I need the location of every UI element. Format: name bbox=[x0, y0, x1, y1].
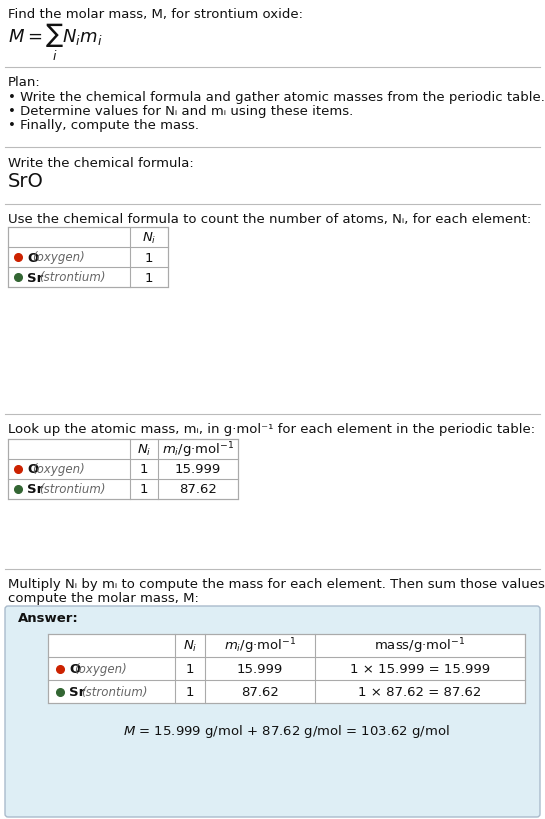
Text: $m_i$/g·mol$^{-1}$: $m_i$/g·mol$^{-1}$ bbox=[162, 440, 234, 459]
Text: O: O bbox=[27, 251, 38, 265]
Text: $N_i$: $N_i$ bbox=[183, 638, 197, 654]
Bar bbox=[8, 228, 168, 287]
Text: (strontium): (strontium) bbox=[81, 686, 148, 698]
Text: Find the molar mass, M, for strontium oxide:: Find the molar mass, M, for strontium ox… bbox=[8, 8, 303, 21]
Bar bbox=[8, 440, 238, 500]
Text: Multiply Nᵢ by mᵢ to compute the mass for each element. Then sum those values to: Multiply Nᵢ by mᵢ to compute the mass fo… bbox=[8, 577, 545, 590]
Text: $M = \sum_i N_i m_i$: $M = \sum_i N_i m_i$ bbox=[8, 22, 102, 63]
Text: O: O bbox=[69, 663, 80, 675]
Text: O: O bbox=[27, 463, 38, 476]
Text: • Write the chemical formula and gather atomic masses from the periodic table.: • Write the chemical formula and gather … bbox=[8, 91, 545, 104]
Text: Plan:: Plan: bbox=[8, 76, 41, 89]
Text: 15.999: 15.999 bbox=[175, 463, 221, 476]
Text: (oxygen): (oxygen) bbox=[75, 663, 127, 675]
Text: 87.62: 87.62 bbox=[241, 686, 279, 698]
Text: Write the chemical formula:: Write the chemical formula: bbox=[8, 156, 194, 170]
Text: 1: 1 bbox=[140, 463, 148, 476]
Text: $M$ = 15.999 g/mol + 87.62 g/mol = 103.62 g/mol: $M$ = 15.999 g/mol + 87.62 g/mol = 103.6… bbox=[123, 722, 450, 739]
Text: 15.999: 15.999 bbox=[237, 663, 283, 675]
Text: Look up the atomic mass, mᵢ, in g·mol⁻¹ for each element in the periodic table:: Look up the atomic mass, mᵢ, in g·mol⁻¹ … bbox=[8, 423, 535, 436]
Text: • Finally, compute the mass.: • Finally, compute the mass. bbox=[8, 119, 199, 132]
Text: $m_i$/g·mol$^{-1}$: $m_i$/g·mol$^{-1}$ bbox=[224, 636, 296, 655]
Text: Use the chemical formula to count the number of atoms, Nᵢ, for each element:: Use the chemical formula to count the nu… bbox=[8, 213, 531, 226]
Text: 1 × 87.62 = 87.62: 1 × 87.62 = 87.62 bbox=[358, 686, 482, 698]
Text: (oxygen): (oxygen) bbox=[33, 251, 85, 265]
Text: 1: 1 bbox=[186, 686, 194, 698]
Text: Sr: Sr bbox=[27, 271, 43, 284]
Text: (oxygen): (oxygen) bbox=[33, 463, 85, 476]
Text: • Determine values for Nᵢ and mᵢ using these items.: • Determine values for Nᵢ and mᵢ using t… bbox=[8, 105, 353, 118]
Text: 1: 1 bbox=[145, 271, 153, 284]
Text: mass/g·mol$^{-1}$: mass/g·mol$^{-1}$ bbox=[374, 636, 466, 655]
Text: Sr: Sr bbox=[69, 686, 85, 698]
Text: $N_i$: $N_i$ bbox=[142, 230, 156, 245]
Text: compute the molar mass, M:: compute the molar mass, M: bbox=[8, 591, 199, 604]
Text: SrO: SrO bbox=[8, 172, 44, 191]
Bar bbox=[48, 634, 525, 704]
Text: (strontium): (strontium) bbox=[39, 483, 106, 495]
Text: 87.62: 87.62 bbox=[179, 483, 217, 495]
Text: 1 × 15.999 = 15.999: 1 × 15.999 = 15.999 bbox=[350, 663, 490, 675]
Text: 1: 1 bbox=[140, 483, 148, 495]
FancyBboxPatch shape bbox=[5, 606, 540, 817]
Text: (strontium): (strontium) bbox=[39, 271, 106, 284]
Text: $N_i$: $N_i$ bbox=[137, 442, 151, 457]
Text: 1: 1 bbox=[186, 663, 194, 675]
Text: 1: 1 bbox=[145, 251, 153, 265]
Text: Sr: Sr bbox=[27, 483, 43, 495]
Text: Answer:: Answer: bbox=[18, 611, 78, 624]
